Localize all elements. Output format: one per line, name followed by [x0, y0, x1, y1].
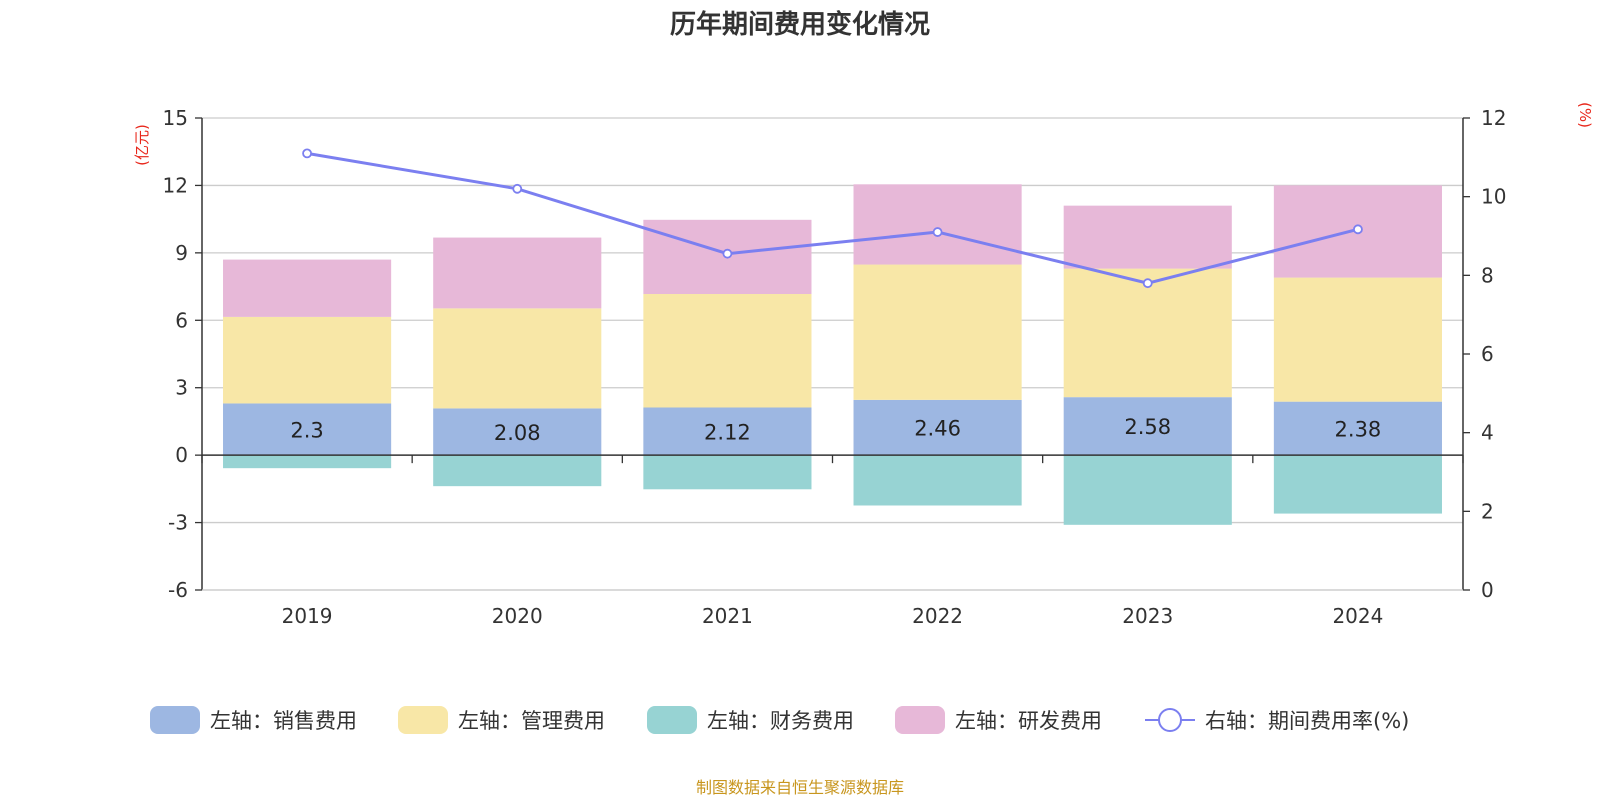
bar-2021-s1	[643, 293, 812, 408]
bar-2022-s0	[853, 399, 1022, 456]
right-axis-unit: (%)	[1576, 102, 1594, 128]
x-tick-label: 2023	[1122, 604, 1173, 628]
x-tick-label: 2022	[912, 604, 963, 628]
bar-2019-s0	[223, 403, 392, 456]
bar-2023-s3	[1063, 205, 1232, 269]
right-tick-label: 6	[1481, 342, 1494, 366]
bar-2024-s2	[1273, 455, 1442, 514]
source-note: 制图数据来自恒生聚源数据库	[696, 778, 904, 797]
chart-title: 历年期间费用变化情况	[670, 9, 930, 40]
bar-2020-s0	[433, 408, 602, 456]
legend: 左轴：销售费用 左轴：管理费用 左轴：财务费用 左轴：研发费用 右轴：期间费用率(%)	[150, 706, 1409, 734]
left-tick-label: -6	[168, 578, 188, 602]
right-tick-label: 10	[1481, 185, 1506, 209]
bar-2024-s0	[1273, 401, 1442, 456]
legend-label: 左轴：研发费用	[955, 709, 1102, 733]
bar-2020-s3	[433, 237, 602, 309]
x-tick-label: 2019	[282, 604, 333, 628]
data-label: 2.12	[704, 420, 751, 444]
bar-2024-s1	[1273, 277, 1442, 402]
right-tick-label: 4	[1481, 421, 1494, 445]
data-label: 2.3	[290, 418, 323, 442]
legend-swatch	[150, 706, 200, 734]
bar-2019-s2	[223, 455, 392, 469]
left-tick-label: 15	[163, 106, 188, 130]
bar-2019-s1	[223, 316, 392, 404]
rate-point	[932, 227, 943, 237]
bar-2022-s3	[853, 184, 1022, 265]
bar-2021-s2	[643, 455, 812, 490]
bar-2020-s1	[433, 308, 602, 409]
line-series	[302, 148, 1363, 289]
legend-marker-icon	[1158, 708, 1182, 732]
data-label: 2.38	[1335, 417, 1382, 441]
right-tick-label: 2	[1481, 499, 1494, 523]
legend-swatch	[647, 706, 697, 734]
x-tick-label: 2021	[702, 604, 753, 628]
rate-point	[1142, 278, 1153, 289]
data-labels: 2.3 2.08 2.12 2.46 2.58 2.38	[290, 415, 1381, 445]
x-tick-label: 2020	[492, 604, 543, 628]
bar-2022-s2	[853, 455, 1022, 506]
rate-point	[722, 248, 733, 259]
rate-point	[1353, 224, 1363, 235]
right-tick-label: 8	[1481, 263, 1494, 287]
rate-point	[302, 148, 312, 159]
rate-point	[512, 183, 523, 194]
axes: 15 12 9 6 3 0 -3 -6 12 10 8 6 4 2 0 2019 2020 2021 2022 202…	[163, 106, 1507, 628]
left-tick-label: 3	[175, 376, 188, 400]
left-tick-label: 6	[175, 308, 188, 332]
bar-series	[223, 184, 1442, 525]
bar-2019-s3	[223, 259, 392, 317]
left-tick-label: 9	[175, 241, 188, 265]
legend-label: 右轴：期间费用率(%)	[1205, 709, 1409, 733]
bar-2023-s1	[1063, 268, 1232, 398]
bar-2020-s2	[433, 455, 602, 487]
bar-2023-s0	[1063, 397, 1232, 456]
left-tick-label: 0	[175, 443, 188, 467]
rate-line	[306, 151, 1359, 285]
data-label: 2.08	[494, 421, 541, 445]
right-tick-label: 12	[1481, 106, 1506, 130]
bar-2022-s1	[853, 264, 1022, 400]
data-label: 2.46	[914, 416, 961, 440]
right-tick-label: 0	[1481, 578, 1494, 602]
legend-label: 左轴：财务费用	[707, 709, 854, 733]
bar-2021-s0	[643, 407, 812, 456]
legend-swatch	[895, 706, 945, 734]
legend-label: 左轴：管理费用	[458, 709, 605, 733]
left-axis-unit: (亿元)	[133, 124, 151, 166]
bar-2023-s2	[1063, 455, 1232, 525]
x-tick-label: 2024	[1332, 604, 1383, 628]
data-label: 2.58	[1124, 415, 1171, 439]
left-tick-label: 12	[163, 173, 188, 197]
legend-swatch	[398, 706, 448, 734]
left-tick-label: -3	[168, 511, 188, 535]
legend-label: 左轴：销售费用	[210, 709, 357, 733]
